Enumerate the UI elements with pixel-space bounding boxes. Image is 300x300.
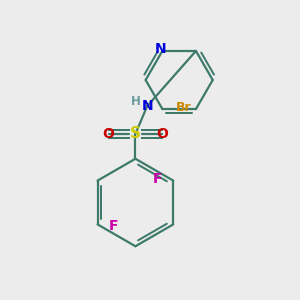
- Text: H: H: [131, 95, 141, 108]
- Text: Br: Br: [176, 101, 191, 114]
- Text: F: F: [153, 172, 162, 186]
- Text: F: F: [109, 219, 118, 233]
- Text: S: S: [130, 127, 141, 142]
- Text: O: O: [156, 127, 168, 141]
- Text: N: N: [141, 99, 153, 113]
- Text: N: N: [155, 43, 167, 56]
- Text: O: O: [103, 127, 115, 141]
